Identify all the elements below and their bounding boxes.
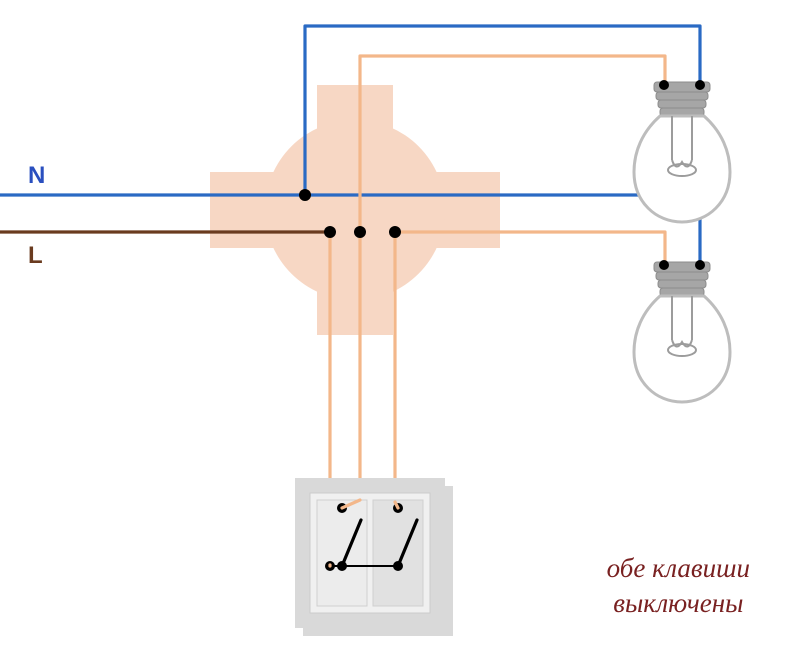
label-line: L [28, 242, 43, 270]
lightbulb-2 [634, 260, 730, 402]
double-switch [295, 478, 453, 636]
caption-line-2: выключены [607, 586, 750, 621]
caption: обе клавиши выключены [607, 551, 750, 621]
label-neutral: N [28, 162, 45, 190]
caption-line-1: обе клавиши [607, 551, 750, 586]
lightbulb-1 [634, 80, 730, 222]
junction-box [210, 85, 500, 335]
